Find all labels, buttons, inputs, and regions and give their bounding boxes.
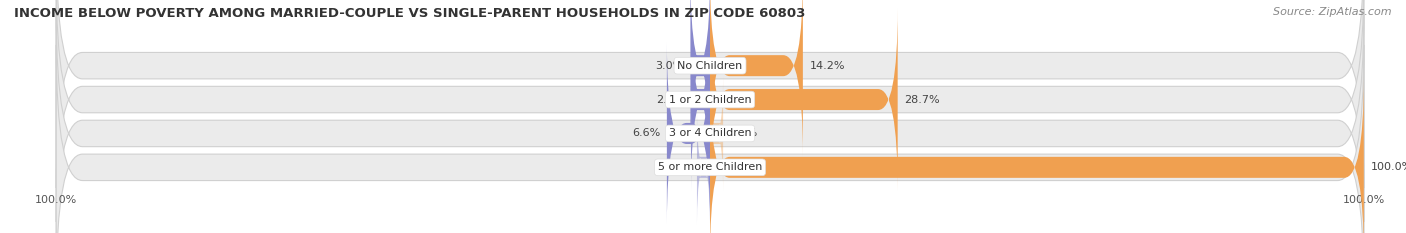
Text: 28.7%: 28.7% xyxy=(904,95,939,105)
FancyBboxPatch shape xyxy=(710,8,897,191)
Text: 14.2%: 14.2% xyxy=(810,61,845,71)
Text: 6.6%: 6.6% xyxy=(633,128,661,138)
FancyBboxPatch shape xyxy=(56,0,1364,222)
Text: 2.9%: 2.9% xyxy=(657,95,685,105)
FancyBboxPatch shape xyxy=(56,11,1364,233)
Text: 100.0%: 100.0% xyxy=(1371,162,1406,172)
FancyBboxPatch shape xyxy=(697,110,710,225)
Text: 0.0%: 0.0% xyxy=(675,162,703,172)
FancyBboxPatch shape xyxy=(710,76,1364,233)
FancyBboxPatch shape xyxy=(56,45,1364,233)
FancyBboxPatch shape xyxy=(690,0,710,157)
Text: No Children: No Children xyxy=(678,61,742,71)
FancyBboxPatch shape xyxy=(710,76,723,191)
Text: 5 or more Children: 5 or more Children xyxy=(658,162,762,172)
Text: 3 or 4 Children: 3 or 4 Children xyxy=(669,128,751,138)
Text: 3.0%: 3.0% xyxy=(655,61,683,71)
FancyBboxPatch shape xyxy=(666,42,710,225)
Text: 0.0%: 0.0% xyxy=(730,128,758,138)
Text: INCOME BELOW POVERTY AMONG MARRIED-COUPLE VS SINGLE-PARENT HOUSEHOLDS IN ZIP COD: INCOME BELOW POVERTY AMONG MARRIED-COUPL… xyxy=(14,7,806,20)
Text: 1 or 2 Children: 1 or 2 Children xyxy=(669,95,751,105)
FancyBboxPatch shape xyxy=(690,8,710,191)
FancyBboxPatch shape xyxy=(56,0,1364,188)
Text: Source: ZipAtlas.com: Source: ZipAtlas.com xyxy=(1274,7,1392,17)
FancyBboxPatch shape xyxy=(710,0,803,157)
